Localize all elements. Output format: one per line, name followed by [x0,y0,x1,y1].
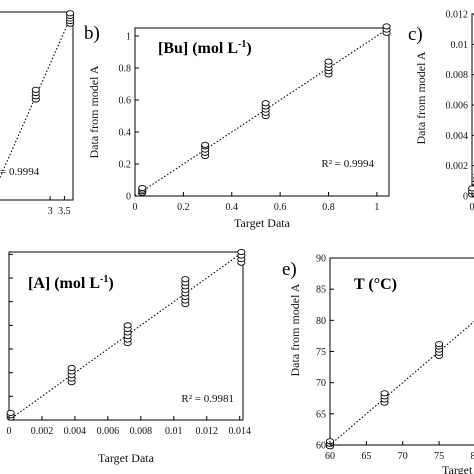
r-squared-annotation: R² = 0.9981 [181,393,234,405]
y-axis-label: Data from model A [288,283,302,376]
y-tick-label: 80 [316,316,326,327]
plot-frame [8,251,244,421]
data-point [67,364,76,371]
y-axis-label: Data from model A [414,51,428,144]
fit-line [0,11,74,179]
y-tick-label: 0.6 [119,96,132,107]
y-tick-label: 0.8 [119,64,132,75]
x-tick-label: 3 [48,206,53,217]
x-tick-label: 0.002 [31,426,54,437]
x-tick-label: 0 [7,426,12,437]
fit-line [329,320,474,446]
y-tick-label: 70 [316,378,326,389]
x-tick-label: 0.008 [130,426,153,437]
plot-frame [134,27,390,197]
x-tick-label: 0.004 [64,426,87,437]
data-point [324,58,333,65]
r-squared-annotation: R² = 0.9994 [321,158,374,170]
chart-panel-a: 3 3.5 = 0.9994 [0,10,75,217]
chart-panel-d: 0 0.002 0.004 0.006 0.008 0.01 0.012 0.014 [A] (… [6,248,251,465]
y-axis-label: Data from model A [87,65,101,158]
y-tick-label: 90 [316,254,326,265]
x-tick-label: 70 [398,451,408,462]
chart-panel-e: 60 65 70 75 80 60 65 70 75 80 85 90 e) T (°C) Target D… [282,254,474,474]
x-tick-label: 75 [434,451,444,462]
x-tick-label: 0 [470,202,474,213]
y-tick-label: 0 [126,192,131,203]
x-tick-label: 0.012 [195,426,218,437]
data-point [201,141,210,148]
y-tick-label: 0.002 [446,161,469,172]
x-tick-label: 0.014 [228,426,251,437]
data-point [382,23,391,30]
data-point [468,185,474,192]
data-point [138,184,147,192]
panel-label: b) [84,23,100,44]
x-axis-label: Target Data [442,463,474,474]
x-tick-label: 3.5 [58,206,71,217]
x-axis-label: Target Data [98,451,155,465]
x-tick-label: 0.8 [322,202,335,213]
x-tick-label: 60 [325,451,335,462]
y-tick-label: 0.01 [451,40,469,51]
x-tick-label: 0.4 [226,202,239,213]
x-tick-label: 0.2 [177,202,190,213]
y-tick-label: 0.012 [446,10,469,21]
panel-label: e) [282,259,297,280]
data-point [6,409,15,416]
plot-frame [329,257,474,446]
y-tick-label: 0.4 [119,128,132,139]
chart-title: T (°C) [354,276,397,293]
x-tick-label: 1 [374,202,379,213]
data-point [66,10,75,17]
plot-frame [0,11,74,201]
y-tick-label: 65 [316,409,326,420]
x-tick-label: 0.01 [165,426,183,437]
chart-panel-b: 0 0.2 0.4 0.6 0.8 1 0 0.2 0.4 0.6 0.8 1 b) [Bu] (mol … [84,23,391,230]
x-axis-label: Target Data [234,216,291,230]
y-tick-label: 0.2 [119,160,132,171]
data-point [31,86,40,93]
data-point [237,248,246,256]
x-tick-label: 0 [133,202,138,213]
panel-label: c) [408,24,423,45]
x-tick-label: 65 [361,451,371,462]
chart-panel-c: 00 0.002 0.004 0.006 0.008 0.01 0.012 c) Data fr… [408,10,474,213]
y-tick-label: 85 [316,285,326,296]
x-tick-label: 0.006 [97,426,120,437]
y-tick-label: 75 [316,347,326,358]
chart-title: [Bu] (mol L-1) [158,39,252,57]
data-point [435,340,444,348]
y-tick-label: 1 [126,32,131,43]
y-tick-label: 0.008 [446,70,469,81]
data-point [261,100,270,107]
data-point [380,390,389,397]
data-point [123,322,132,329]
data-point [181,276,190,283]
chart-title: [A] (mol L-1) [28,274,114,292]
y-tick-label: 0.006 [446,101,469,112]
y-tick-label: 60 [316,441,326,452]
y-tick-label: 0 [463,192,468,203]
r-squared-annotation: = 0.9994 [0,166,40,178]
y-tick-label: 0.004 [446,131,469,142]
x-tick-label: 80 [470,451,474,462]
x-tick-label: 0.6 [274,202,287,213]
